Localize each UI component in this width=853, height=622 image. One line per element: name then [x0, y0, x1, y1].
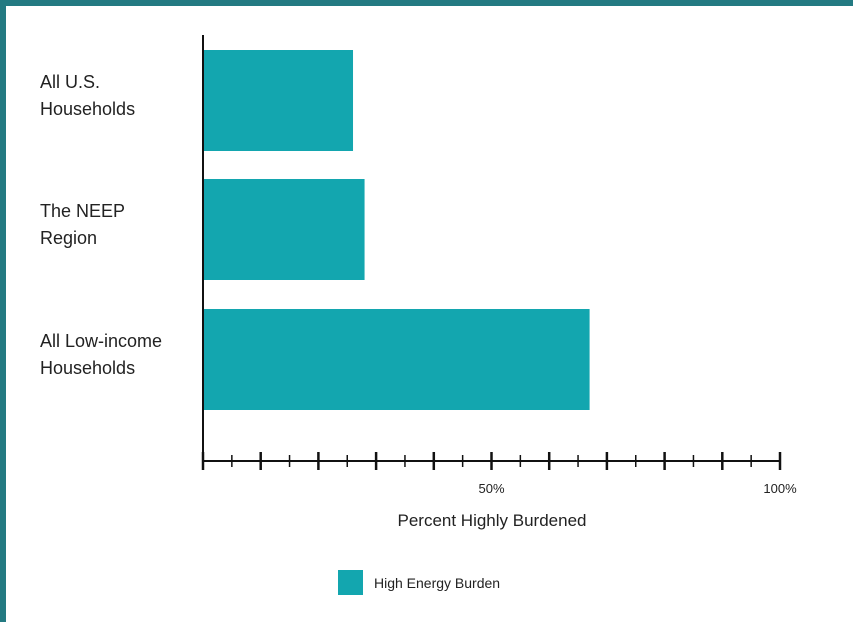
legend-label: High Energy Burden: [374, 575, 500, 591]
bar: [204, 309, 590, 410]
category-label-line: Households: [40, 358, 135, 378]
legend-swatch: [338, 570, 363, 595]
bar: [204, 50, 354, 151]
x-axis-title: Percent Highly Burdened: [397, 511, 586, 530]
category-label-line: Region: [40, 228, 97, 248]
bar: [204, 179, 365, 280]
category-label-line: Households: [40, 99, 135, 119]
category-label: All Low-income Households: [40, 331, 162, 378]
category-label-line: All U.S.: [40, 72, 100, 92]
x-tick-label: 50%: [478, 481, 504, 496]
category-label: The NEEP Region: [40, 201, 125, 248]
category-label: All U.S. Households: [40, 72, 135, 119]
category-label-line: The NEEP: [40, 201, 125, 221]
x-tick-label: 100%: [763, 481, 797, 496]
category-label-line: All Low-income: [40, 331, 162, 351]
